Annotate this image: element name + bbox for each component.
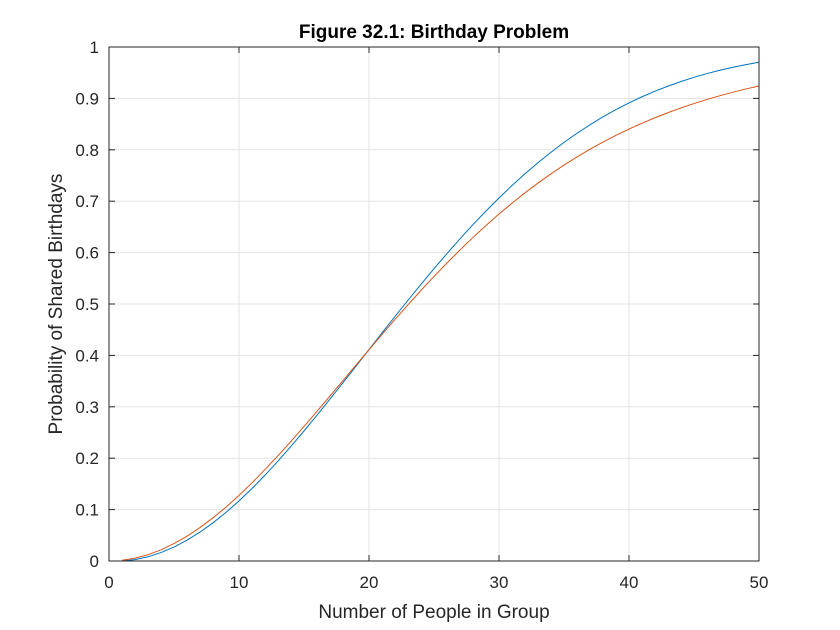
y-axis-title: Probability of Shared Birthdays	[46, 174, 67, 435]
y-tick-label: 0.7	[75, 192, 99, 211]
y-tick-label: 0.2	[75, 449, 99, 468]
x-tick-label: 50	[750, 573, 769, 592]
x-tick-label: 30	[490, 573, 509, 592]
y-tick-label: 0.1	[75, 501, 99, 520]
x-tick-label: 10	[230, 573, 249, 592]
y-tick-label: 0.8	[75, 141, 99, 160]
chart-title: Figure 32.1: Birthday Problem	[299, 22, 569, 43]
series-line-2	[121, 85, 760, 561]
y-tick-label: 0.4	[75, 346, 99, 365]
y-tick-labels: 0 0.1 0.2 0.3 0.4 0.5 0.6 0.7 0.8 0.9 1	[75, 38, 99, 571]
grid	[109, 47, 759, 561]
series-group	[121, 61, 760, 562]
tick-marks	[108, 46, 760, 562]
y-tick-label: 0.5	[75, 295, 99, 314]
x-axis-title: Number of People in Group	[318, 602, 549, 623]
series-line-1	[121, 61, 760, 562]
y-tick-label: 0	[90, 552, 99, 571]
x-tick-label: 40	[620, 573, 639, 592]
x-tick-labels: 0 10 20 30 40 50	[104, 573, 768, 592]
y-tick-label: 1	[90, 38, 99, 57]
y-tick-label: 0.3	[75, 398, 99, 417]
y-tick-label: 0.6	[75, 244, 99, 263]
x-tick-label: 20	[360, 573, 379, 592]
y-tick-label: 0.9	[75, 89, 99, 108]
x-tick-label: 0	[104, 573, 113, 592]
